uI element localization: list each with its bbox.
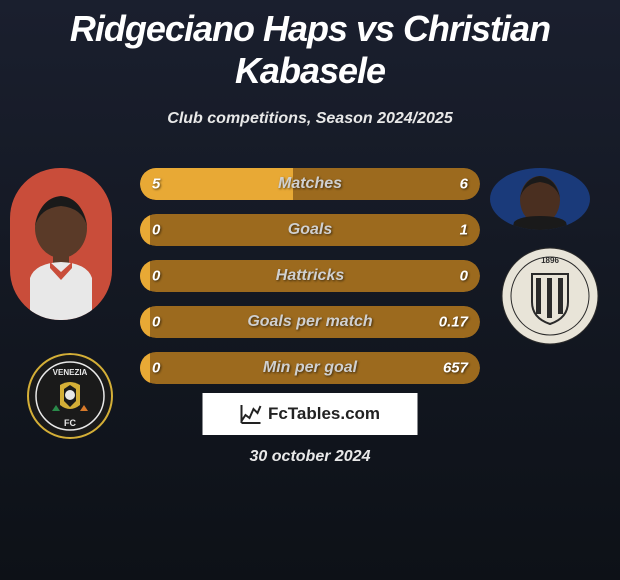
stat-value-right: 657 [443, 360, 468, 377]
stat-value-right: 0.17 [439, 314, 468, 331]
stat-value-left: 0 [152, 268, 160, 285]
svg-text:FC: FC [64, 418, 76, 428]
club-left-name: VENEZIA [53, 368, 88, 377]
site-badge[interactable]: FcTables.com [203, 393, 418, 435]
stat-value-left: 0 [152, 222, 160, 239]
subtitle: Club competitions, Season 2024/2025 [0, 110, 620, 128]
stat-label: Min per goal [263, 359, 357, 377]
club-left-logo: VENEZIA FC [20, 353, 120, 439]
chart-icon [240, 403, 262, 425]
club-right-logo: 1896 [500, 246, 600, 346]
stat-bar: 0 Hattricks 0 [140, 260, 480, 292]
stat-bar: 0 Min per goal 657 [140, 352, 480, 384]
stat-label: Goals [288, 221, 332, 239]
page-title: Ridgeciano Haps vs Christian Kabasele [0, 0, 620, 92]
stat-value-left: 0 [152, 314, 160, 331]
stat-value-right: 1 [460, 222, 468, 239]
stat-label: Goals per match [247, 313, 372, 331]
stat-value-left: 5 [152, 176, 160, 193]
stat-bars: 5 Matches 6 0 Goals 1 0 Hattricks 0 0 Goals per ma… [140, 168, 480, 398]
player-left-avatar [10, 168, 112, 320]
stat-bar: 0 Goals per match 0.17 [140, 306, 480, 338]
site-name: FcTables.com [268, 404, 380, 424]
player-right-avatar [490, 168, 590, 230]
stat-bar: 0 Goals 1 [140, 214, 480, 246]
stat-bar: 5 Matches 6 [140, 168, 480, 200]
stat-value-right: 6 [460, 176, 468, 193]
club-right-year: 1896 [541, 256, 559, 265]
stat-value-left: 0 [152, 360, 160, 377]
stat-value-right: 0 [460, 268, 468, 285]
stat-label: Hattricks [276, 267, 344, 285]
stat-label: Matches [278, 175, 342, 193]
date-label: 30 october 2024 [250, 448, 371, 466]
